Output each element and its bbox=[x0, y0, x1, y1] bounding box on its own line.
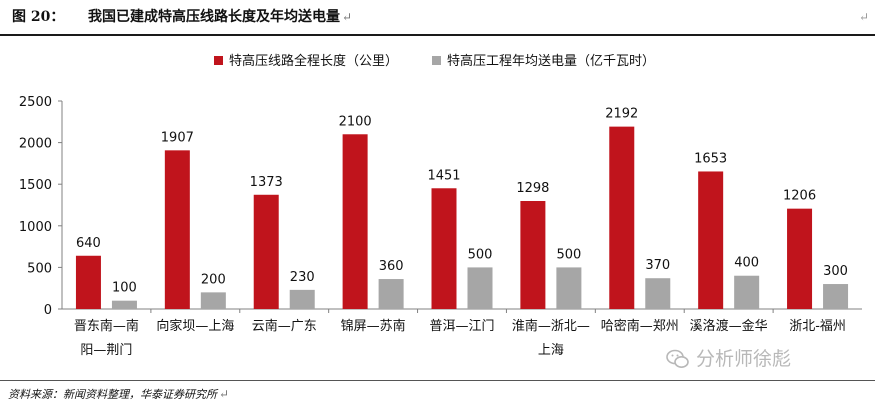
bar-line-length bbox=[698, 171, 724, 309]
bar-line-length bbox=[520, 201, 546, 309]
bar-line-length bbox=[431, 188, 457, 309]
bar-chart: 特高压线路全程长度（公里） 特高压工程年均送电量（亿千瓦时） 0 500 1000 150… bbox=[19, 53, 862, 358]
bar-line-length bbox=[164, 150, 190, 309]
figure-header: 图 20： 我国已建成特高压线路长度及年均送电量 ↵ ↵ bbox=[0, 0, 875, 36]
data-label: 2100 bbox=[339, 114, 372, 129]
x-tick-label: 浙北-福州 bbox=[789, 319, 846, 334]
wechat-icon bbox=[666, 349, 689, 368]
data-label: 230 bbox=[290, 270, 315, 285]
legend-swatch bbox=[432, 56, 441, 65]
bar-power-transmission bbox=[645, 278, 671, 309]
data-label: 1451 bbox=[427, 168, 460, 183]
data-label: 200 bbox=[201, 272, 226, 287]
bar-power-transmission bbox=[823, 284, 849, 309]
x-tick-label: 溪洛渡—金华 bbox=[690, 318, 768, 334]
figure-title: 我国已建成特高压线路长度及年均送电量 ↵ bbox=[88, 9, 353, 25]
legend-label: 特高压线路全程长度（公里） bbox=[229, 53, 398, 69]
data-label: 500 bbox=[556, 247, 581, 262]
x-tick-label: 上海 bbox=[538, 343, 564, 358]
bar-line-length bbox=[253, 194, 279, 309]
bar-power-transmission bbox=[734, 275, 760, 309]
watermark: 分析师徐彪 bbox=[666, 346, 791, 372]
bar-power-transmission bbox=[378, 279, 404, 309]
x-tick-label: 淮南—浙北— bbox=[512, 318, 590, 334]
data-label: 640 bbox=[76, 236, 101, 251]
x-tick-label: 云南—广东 bbox=[252, 318, 317, 334]
data-label: 1373 bbox=[250, 175, 283, 190]
y-tick-label: 0 bbox=[44, 303, 52, 318]
y-tick-label: 2000 bbox=[19, 137, 52, 152]
paragraph-mark-icon: ↵ bbox=[342, 10, 353, 24]
data-label: 2192 bbox=[605, 107, 638, 122]
bar-power-transmission bbox=[200, 292, 226, 309]
bar-power-transmission bbox=[467, 267, 493, 309]
data-label: 300 bbox=[823, 264, 848, 279]
data-label: 500 bbox=[468, 247, 493, 262]
legend-swatch bbox=[214, 56, 223, 65]
data-label: 1907 bbox=[161, 130, 194, 145]
bar-line-length bbox=[609, 126, 635, 309]
data-label: 360 bbox=[379, 259, 404, 274]
figure-number: 图 20： bbox=[12, 9, 65, 25]
figure-source: 资料来源：新闻资料整理，华泰证券研究所 ↵ bbox=[0, 380, 875, 418]
data-label: 1206 bbox=[783, 189, 816, 204]
data-label: 1653 bbox=[694, 151, 727, 166]
data-label: 1298 bbox=[516, 181, 549, 196]
x-tick-label: 锦屏—苏南 bbox=[341, 318, 406, 334]
bar-line-length bbox=[75, 255, 101, 309]
bar-power-transmission bbox=[289, 289, 315, 309]
x-tick-label: 晋东南—南 bbox=[74, 318, 139, 334]
x-tick-label: 阳—荆门 bbox=[80, 342, 132, 358]
bar-line-length bbox=[787, 208, 813, 309]
x-tick-label: 哈密南—郑州 bbox=[601, 318, 679, 334]
y-tick-label: 2500 bbox=[19, 95, 52, 110]
bar-power-transmission bbox=[111, 300, 137, 309]
y-tick-label: 1000 bbox=[19, 220, 52, 235]
paragraph-mark-icon: ↵ bbox=[858, 10, 869, 24]
bar-power-transmission bbox=[556, 267, 582, 309]
x-tick-label: 普洱—江门 bbox=[429, 319, 494, 334]
watermark-text: 分析师徐彪 bbox=[696, 348, 792, 370]
x-tick-label: 向家坝—上海 bbox=[156, 318, 234, 334]
bar-line-length bbox=[342, 134, 368, 309]
paragraph-mark-icon: ↵ bbox=[219, 387, 230, 401]
legend-label: 特高压工程年均送电量（亿千瓦时） bbox=[447, 53, 655, 69]
data-label: 100 bbox=[112, 281, 137, 296]
data-label: 370 bbox=[645, 258, 670, 273]
y-tick-label: 500 bbox=[27, 261, 52, 276]
source-text: 资料来源：新闻资料整理，华泰证券研究所 bbox=[8, 388, 217, 401]
y-tick-label: 1500 bbox=[19, 178, 52, 193]
data-label: 400 bbox=[734, 256, 759, 271]
